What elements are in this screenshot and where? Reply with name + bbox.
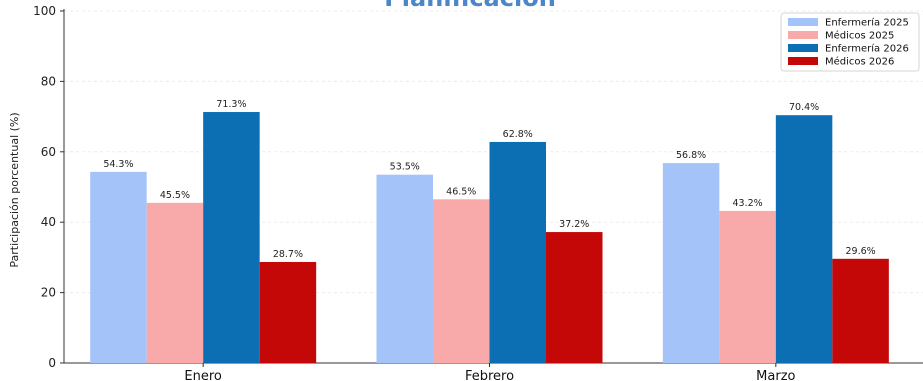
value-labels: 54.3% 45.5% 71.3% 28.7% 53.5% 46.5% 62.8% 37.2%…: [103, 99, 875, 260]
y-tick-label: 0: [48, 356, 56, 370]
bar: [433, 199, 490, 363]
bar: [489, 141, 546, 363]
bar: [146, 202, 204, 363]
bar: [832, 258, 889, 363]
legend-swatch: [788, 57, 818, 65]
chart-title: Planificación: [384, 0, 556, 12]
legend-label: Enfermería 2026: [825, 43, 909, 55]
data-label: 54.3%: [103, 159, 133, 170]
bar: [775, 115, 833, 363]
legend-box: [780, 12, 920, 72]
bar: [719, 210, 776, 363]
bar: [90, 171, 147, 363]
legend-label: Médicos 2025: [825, 30, 894, 42]
data-label: 70.4%: [789, 102, 819, 113]
legend-label: Enfermería 2025: [825, 17, 909, 29]
data-label: 56.8%: [676, 150, 706, 161]
bar: [546, 232, 603, 363]
legend-swatch: [788, 44, 818, 52]
x-tick-label: Febrero: [465, 369, 514, 381]
legend-swatch: [788, 31, 818, 39]
legend-swatch: [788, 18, 818, 26]
bar: [376, 174, 433, 363]
data-label: 53.5%: [390, 162, 420, 173]
y-axis-label: Participación porcentual (%): [8, 112, 21, 267]
data-label: 29.6%: [845, 246, 875, 257]
data-label: 37.2%: [559, 219, 589, 230]
data-label: 62.8%: [503, 129, 533, 140]
y-tick-label: 40: [41, 215, 56, 229]
y-tick-label: 80: [41, 74, 56, 88]
data-label: 71.3%: [216, 99, 246, 110]
data-label: 46.5%: [446, 186, 476, 197]
data-label: 28.7%: [273, 249, 303, 260]
bars: [90, 112, 889, 363]
y-tick-label: 20: [41, 286, 56, 300]
x-tick-label: Enero: [184, 369, 222, 381]
y-tick-label: 100: [33, 4, 56, 18]
bar: [203, 112, 260, 363]
y-tick-label: 60: [41, 145, 56, 159]
x-tick-label: Marzo: [756, 369, 795, 381]
data-label: 45.5%: [160, 190, 190, 201]
data-label: 43.2%: [732, 198, 762, 209]
bar: [259, 261, 317, 363]
legend-label: Médicos 2026: [825, 56, 894, 68]
bar: [662, 163, 720, 363]
